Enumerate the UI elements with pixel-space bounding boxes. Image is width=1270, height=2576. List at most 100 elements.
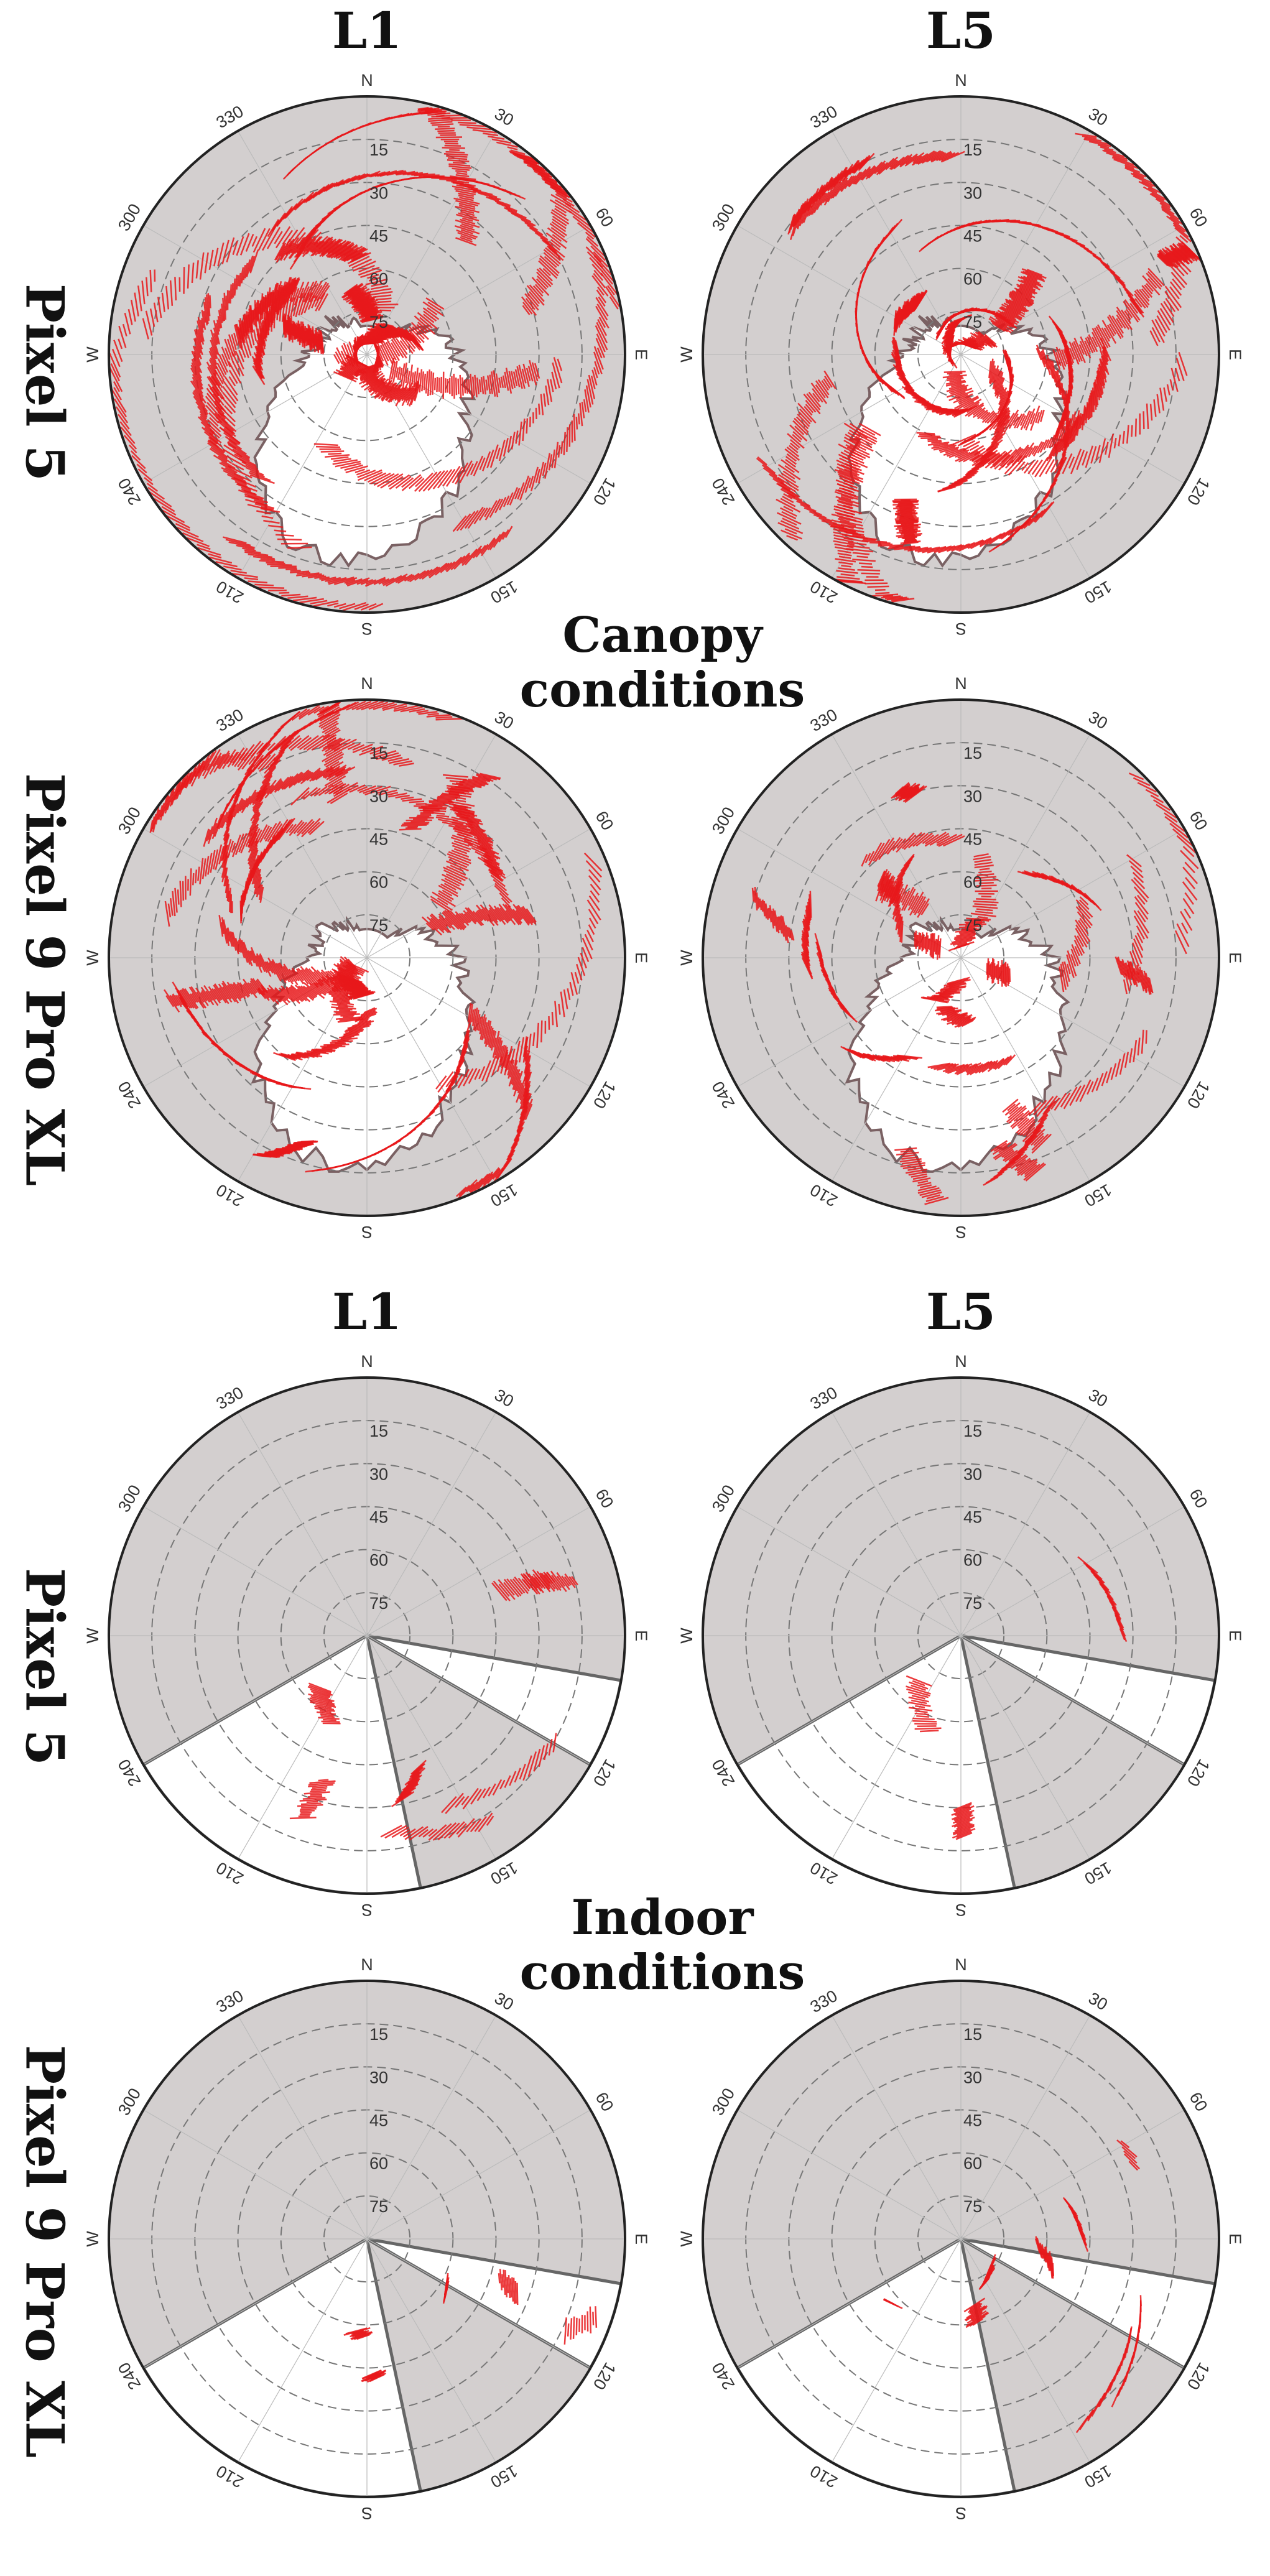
signal-mark — [511, 212, 536, 227]
signal-mark — [476, 910, 487, 922]
signal-mark — [536, 275, 549, 289]
signal-mark — [529, 475, 534, 489]
signal-mark — [780, 481, 796, 493]
section-title-canopy: Canopy conditions — [520, 608, 805, 718]
elevation-label-75: 75 — [963, 313, 982, 331]
signal-mark — [958, 396, 970, 404]
signal-mark — [1011, 298, 1027, 307]
signal-mark — [1006, 307, 1019, 316]
signal-mark — [243, 942, 253, 966]
signal-mark — [945, 379, 966, 385]
signal-mark — [458, 202, 476, 208]
signal-mark — [207, 440, 225, 454]
signal-mark — [393, 760, 413, 766]
signal-mark — [297, 968, 312, 986]
signal-mark — [508, 905, 522, 924]
signal-mark — [1008, 525, 1021, 536]
signal-mark — [210, 447, 228, 460]
signal-mark — [838, 516, 863, 524]
signal-mark — [191, 358, 202, 379]
signal-mark — [431, 114, 445, 118]
signal-mark — [280, 985, 300, 1004]
signal-mark — [299, 734, 319, 751]
signal-mark — [846, 544, 870, 549]
signal-mark — [489, 444, 499, 468]
signal-mark — [356, 579, 369, 585]
signal-mark — [1164, 290, 1180, 312]
signal-mark — [321, 239, 343, 257]
signal-mark — [427, 470, 445, 491]
signal-mark — [844, 175, 855, 190]
signal-mark — [154, 498, 175, 512]
signal-mark — [480, 377, 484, 394]
signal-mark — [320, 450, 345, 453]
signal-mark — [958, 539, 984, 552]
signal-mark — [1067, 420, 1076, 447]
signal-mark — [248, 580, 267, 584]
signal-mark — [1017, 1117, 1028, 1128]
signal-mark — [970, 537, 992, 549]
signal-mark — [492, 1169, 501, 1180]
signal-mark — [111, 389, 127, 413]
signal-mark — [449, 910, 467, 929]
signal-mark — [201, 989, 211, 1003]
signal-mark — [471, 827, 484, 833]
signal-mark — [847, 175, 857, 187]
signal-mark — [257, 228, 271, 251]
signal-mark — [241, 940, 251, 965]
signal-mark — [951, 543, 970, 552]
signal-mark — [996, 400, 1011, 423]
signal-mark — [452, 515, 467, 532]
signal-mark — [1095, 445, 1101, 461]
signal-mark — [967, 539, 985, 549]
signal-mark — [999, 530, 1011, 540]
signal-mark — [218, 846, 225, 864]
signal-mark — [1129, 295, 1144, 314]
signal-mark — [401, 389, 407, 401]
signal-mark — [850, 438, 874, 452]
signal-mark — [776, 483, 800, 498]
signal-mark — [856, 555, 868, 558]
signal-mark — [484, 500, 498, 521]
signal-mark — [996, 409, 1010, 428]
signal-mark — [209, 448, 233, 465]
signal-mark — [467, 1003, 472, 1023]
signal-mark — [165, 285, 170, 310]
signal-mark — [463, 1068, 474, 1086]
signal-mark — [595, 325, 608, 351]
signal-mark — [501, 188, 526, 200]
signal-mark — [996, 422, 1006, 433]
signal-mark — [470, 831, 491, 841]
signal-mark — [789, 442, 799, 450]
signal-mark — [470, 829, 488, 837]
signal-mark — [239, 233, 250, 256]
signal-mark — [1103, 327, 1111, 339]
signal-mark — [864, 582, 888, 585]
signal-mark — [249, 982, 258, 993]
signal-mark — [255, 955, 262, 968]
signal-mark — [458, 180, 470, 184]
signal-mark — [905, 155, 918, 165]
signal-mark — [917, 546, 940, 553]
signal-mark — [381, 383, 395, 400]
signal-mark — [183, 267, 185, 294]
signal-mark — [437, 797, 455, 800]
signal-mark — [994, 410, 1011, 431]
signal-mark — [878, 156, 899, 175]
signal-mark — [799, 408, 812, 423]
signal-mark — [221, 922, 225, 935]
signal-mark — [244, 577, 259, 580]
signal-mark — [491, 138, 512, 144]
signal-mark — [521, 368, 527, 384]
signal-mark — [227, 751, 239, 767]
signal-mark — [374, 294, 392, 298]
signal-mark — [238, 320, 244, 343]
signal-mark — [532, 285, 544, 297]
signal-mark — [461, 223, 474, 229]
signal-mark — [804, 405, 813, 416]
signal-mark — [335, 767, 351, 777]
signal-mark — [180, 989, 195, 1009]
signal-mark — [199, 410, 208, 420]
signal-mark — [995, 317, 1011, 328]
signal-mark — [307, 706, 321, 716]
